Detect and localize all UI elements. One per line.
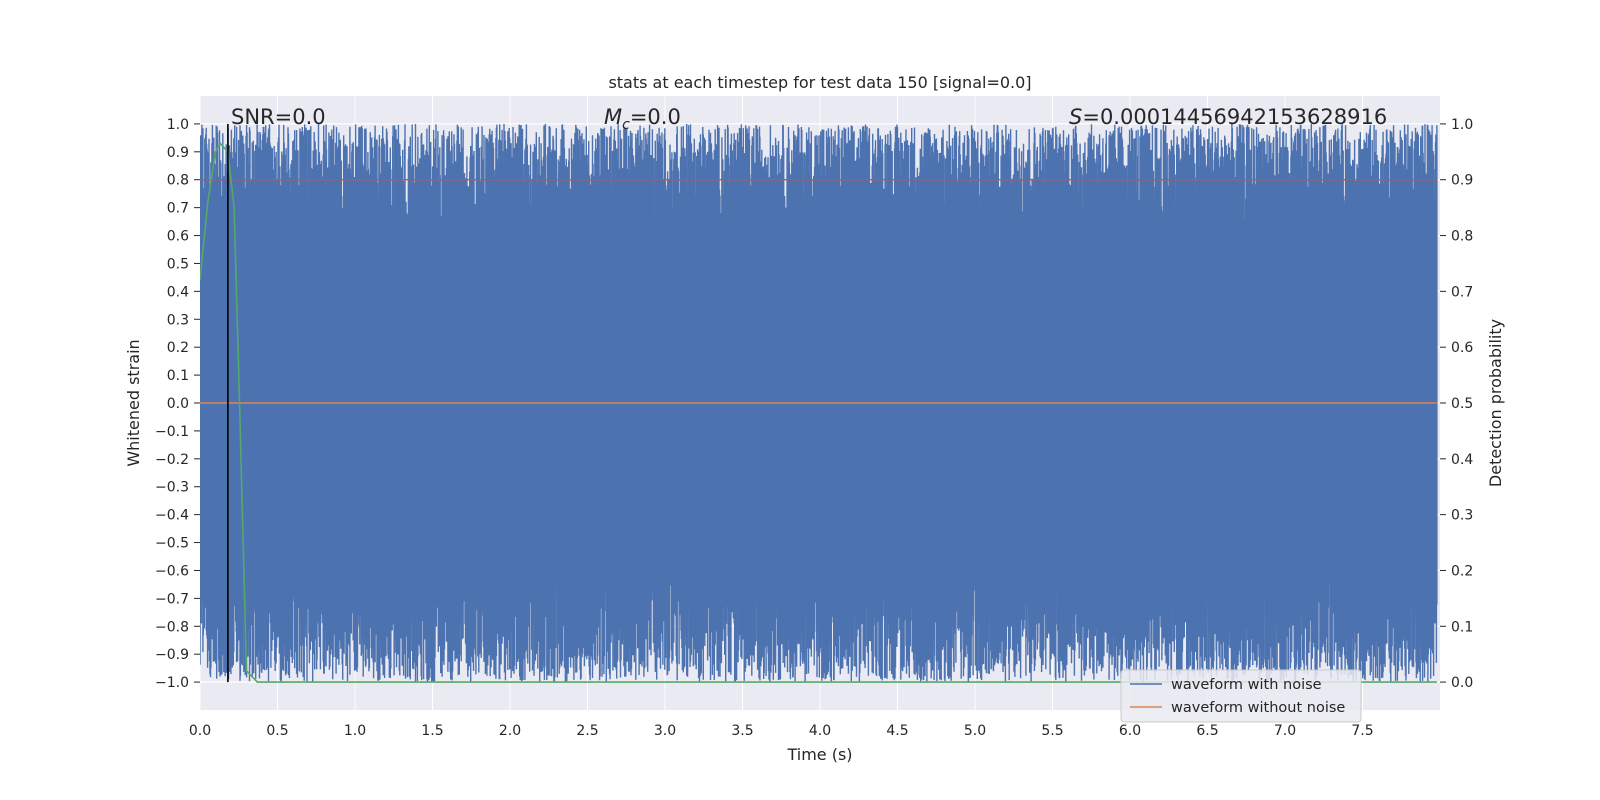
legend: waveform with noise waveform without noi… <box>1120 669 1362 723</box>
x-tick-label: 1.5 <box>421 723 443 739</box>
y-left-tick-label: 0.7 <box>167 201 189 217</box>
y-right-tick-label: 0.4 <box>1451 452 1473 468</box>
x-tick-label: 2.0 <box>499 723 521 739</box>
y-left-tick-label: 0.2 <box>167 340 189 356</box>
y-left-tick-label: −0.1 <box>155 424 189 440</box>
y-left-tick-label: −0.9 <box>155 647 189 663</box>
y-left-tick-labels: 1.0 0.9 0.8 0.7 0.6 0.5 0.4 0.3 0.2 0.1 0.0 −0.1 −0.… <box>155 117 200 691</box>
series-detection-probability <box>200 142 1437 683</box>
legend-label-with-noise: waveform with noise <box>1171 677 1322 693</box>
x-tick-label: 2.5 <box>576 723 598 739</box>
x-tick-label: 4.0 <box>809 723 831 739</box>
chirp-mass-subscript: c <box>622 117 630 133</box>
chirp-mass-annotation: Mc=0.0 <box>604 105 681 133</box>
y-right-tick-label: 0.6 <box>1451 340 1473 356</box>
score-symbol: S <box>1069 105 1082 129</box>
y-right-tick-label: 1.0 <box>1451 117 1473 133</box>
y-left-tick-label: −0.3 <box>155 480 189 496</box>
y-left-tick-label: 0.3 <box>167 312 189 328</box>
y-right-tick-label: 0.2 <box>1451 563 1473 579</box>
chirp-mass-symbol: M <box>604 105 622 129</box>
y-left-tick-label: −0.2 <box>155 452 189 468</box>
y-right-tick-labels: 1.0 0.9 0.8 0.7 0.6 0.5 0.4 0.3 0.2 0.1 0.0 <box>1440 117 1473 691</box>
y-left-tick-label: 0.8 <box>167 173 189 189</box>
x-tick-labels: 0.0 0.5 1.0 1.5 2.0 2.5 3.0 3.5 4.0 4.5 5.0 5.5 6.0 6… <box>189 723 1374 739</box>
x-tick-label: 5.0 <box>964 723 986 739</box>
y-right-tick-label: 0.1 <box>1451 619 1473 635</box>
y-right-axis-label: Detection probability <box>1486 319 1505 487</box>
legend-label-without-noise: waveform without noise <box>1171 700 1345 716</box>
series-waveform-with-noise <box>200 123 1438 683</box>
x-tick-label: 4.5 <box>886 723 908 739</box>
x-tick-label: 3.0 <box>654 723 676 739</box>
y-left-tick-label: 0.1 <box>167 368 189 384</box>
y-left-axis-label: Whitened strain <box>124 339 143 466</box>
x-tick-label: 7.0 <box>1274 723 1296 739</box>
data-layer <box>200 123 1438 683</box>
y-right-tick-label: 0.3 <box>1451 508 1473 524</box>
y-left-tick-label: −0.8 <box>155 619 189 635</box>
x-tick-label: 6.5 <box>1196 723 1218 739</box>
x-tick-label: 7.5 <box>1351 723 1373 739</box>
plot-series-group <box>200 123 1438 683</box>
x-tick-label: 5.5 <box>1041 723 1063 739</box>
y-left-tick-label: −0.6 <box>155 563 189 579</box>
x-tick-label: 0.5 <box>266 723 288 739</box>
x-tick-label: 0.0 <box>189 723 211 739</box>
y-left-tick-label: 0.9 <box>167 145 189 161</box>
y-left-tick-label: 0.6 <box>167 229 189 245</box>
y-right-tick-label: 0.8 <box>1451 229 1473 245</box>
x-tick-label: 1.0 <box>344 723 366 739</box>
y-left-tick-label: 0.4 <box>167 284 189 300</box>
y-left-tick-label: −0.4 <box>155 508 189 524</box>
snr-annotation: SNR=0.0 <box>231 105 326 129</box>
chart-title: stats at each timestep for test data 150… <box>608 73 1031 92</box>
y-left-tick-label: 0.0 <box>167 396 189 412</box>
legend-box <box>1120 669 1362 723</box>
y-left-tick-label: 0.5 <box>167 256 189 272</box>
x-tick-label: 6.0 <box>1119 723 1141 739</box>
score-value: =0.00014456942153628916 <box>1082 105 1387 129</box>
y-left-tick-label: −0.7 <box>155 591 189 607</box>
y-left-tick-label: 1.0 <box>167 117 189 133</box>
y-right-tick-label: 0.5 <box>1451 396 1473 412</box>
x-axis-label: Time (s) <box>786 745 852 764</box>
y-left-tick-label: −0.5 <box>155 536 189 552</box>
y-right-tick-label: 0.7 <box>1451 284 1473 300</box>
y-right-tick-label: 0.9 <box>1451 173 1473 189</box>
score-annotation: S=0.00014456942153628916 <box>1069 105 1387 129</box>
chirp-mass-value: =0.0 <box>630 105 681 129</box>
y-left-tick-label: −1.0 <box>155 675 189 691</box>
y-right-tick-label: 0.0 <box>1451 675 1473 691</box>
x-tick-label: 3.5 <box>731 723 753 739</box>
